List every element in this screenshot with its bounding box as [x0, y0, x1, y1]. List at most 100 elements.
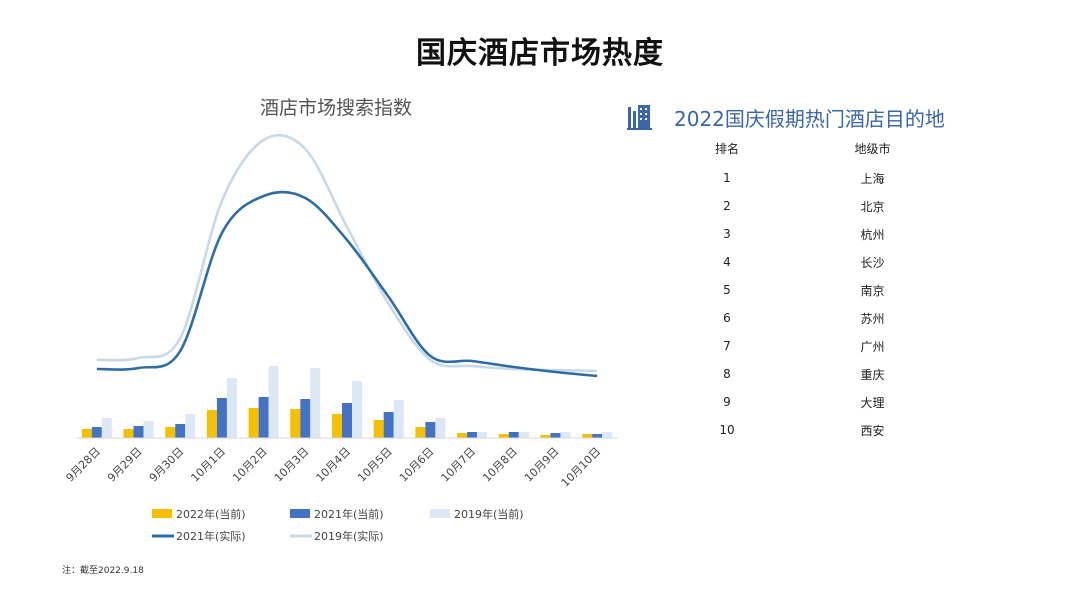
rank-cell: 10 [719, 423, 735, 437]
x-tick-label: 9月28日 [63, 445, 103, 485]
city-cell: 西安 [860, 423, 885, 438]
table-row: 2 北京 [684, 192, 975, 220]
x-tick-label: 10月2日 [230, 445, 270, 485]
bar-2022 [582, 434, 593, 438]
x-tick-label: 10月1日 [188, 445, 228, 485]
bar-2021 [91, 427, 102, 438]
footnote: 注：截至2022.9.18 [62, 566, 144, 576]
bar-2022 [165, 427, 176, 438]
bar-2021 [467, 432, 478, 438]
bar-2019 [268, 366, 279, 438]
city-cell: 北京 [860, 199, 885, 214]
bar-2019 [435, 418, 446, 438]
bar-2021 [216, 398, 227, 438]
bar-2022 [248, 408, 259, 438]
legend-label: 2021年(当前) [314, 507, 384, 521]
page-title: 国庆酒店市场热度 [416, 36, 664, 71]
x-tick-label: 10月6日 [397, 445, 437, 485]
city-cell: 重庆 [860, 367, 885, 382]
bar-2019 [393, 400, 404, 438]
bar-2021 [258, 397, 269, 438]
table-row: 8 重庆 [684, 360, 975, 388]
bar-2021 [508, 432, 519, 438]
table-row: 4 长沙 [684, 248, 975, 276]
bar-2022 [457, 433, 468, 438]
ranking-title: 2022国庆假期热门酒店目的地 [674, 106, 945, 131]
city-cell: 广州 [860, 339, 885, 354]
bar-2021 [592, 434, 603, 438]
legend-swatch [152, 509, 172, 518]
bar-2022 [332, 414, 342, 438]
rank-cell: 1 [723, 171, 731, 185]
rank-header: 排名 [714, 142, 739, 156]
bar-2021 [342, 403, 352, 438]
table-row: 1 上海 [684, 164, 975, 192]
line-2021-actual [96, 190, 598, 378]
x-tick-label: 10月3日 [272, 445, 312, 485]
city-cell: 大理 [860, 395, 885, 410]
rank-cell: 7 [723, 339, 731, 353]
x-tick-label: 10月8日 [480, 445, 520, 485]
rank-cell: 6 [723, 311, 731, 325]
x-tick-label: 9月30日 [147, 445, 187, 485]
table-row: 3 杭州 [684, 220, 975, 248]
bar-2021 [383, 412, 394, 438]
legend-label: 2019年(实际) [314, 529, 384, 543]
legend-label: 2022年(当前) [176, 507, 246, 521]
ranking-panel: 2022国庆假期热门酒店目的地 排名 地级市 1 上海 2 北京 3 杭州 4 长沙 5… [626, 100, 1046, 438]
x-tick-label: 10月9日 [522, 445, 562, 485]
bar-2019 [226, 378, 237, 438]
table-row: 9 大理 [684, 388, 975, 416]
bar-2021 [300, 399, 311, 438]
legend-label: 2021年(实际) [176, 529, 246, 543]
legend-swatch [290, 509, 310, 518]
bar-2022 [498, 434, 509, 438]
legend-swatch [430, 509, 450, 518]
table-row: 5 南京 [684, 276, 975, 304]
table-row: 6 苏州 [684, 304, 975, 332]
x-tick-label: 9月29日 [105, 445, 145, 485]
bar-2022 [123, 429, 134, 438]
rank-cell: 4 [723, 255, 731, 269]
rank-cell: 8 [723, 367, 731, 381]
x-tick-label: 10月7日 [439, 445, 479, 485]
chart-title: 酒店市场搜索指数 [260, 97, 412, 119]
bar-2022 [415, 427, 426, 438]
bar-2022 [373, 420, 384, 438]
bar-2019 [143, 421, 154, 438]
city-cell: 上海 [860, 171, 885, 186]
city-cell: 南京 [860, 283, 885, 298]
bar-2021 [133, 426, 144, 438]
bar-2019 [518, 432, 529, 438]
bar-2021 [425, 422, 436, 438]
city-header: 地级市 [854, 142, 891, 156]
bar-2021 [550, 433, 561, 438]
bar-2021 [175, 424, 186, 438]
bar-2019 [310, 368, 321, 438]
table-row: 7 广州 [684, 332, 975, 360]
ranking-table: 排名 地级市 1 上海 2 北京 3 杭州 4 长沙 5 南京 6 苏州 7 广州 8 重庆 9… [684, 140, 975, 444]
bar-2019 [185, 414, 196, 438]
city-cell: 苏州 [860, 311, 885, 326]
bar-2019 [352, 381, 362, 438]
bar-2019 [560, 432, 571, 438]
bar-2022 [206, 410, 217, 438]
bar-2022 [290, 409, 301, 438]
table-row: 10 西安 [684, 416, 975, 444]
rank-cell: 3 [723, 227, 731, 241]
bar-2022 [81, 429, 92, 438]
bar-2022 [540, 435, 551, 438]
bar-2019 [101, 418, 112, 438]
bar-2019 [602, 432, 613, 438]
x-tick-label: 10月5日 [355, 445, 395, 485]
rank-cell: 2 [723, 199, 731, 213]
bar-2019 [477, 432, 488, 438]
rank-cell: 9 [723, 395, 731, 409]
city-cell: 长沙 [860, 255, 885, 270]
line-2019-actual [96, 133, 598, 373]
city-cell: 杭州 [860, 227, 885, 242]
rank-cell: 5 [723, 283, 731, 297]
building-icon [627, 105, 652, 130]
x-tick-label: 10月4日 [314, 445, 354, 485]
